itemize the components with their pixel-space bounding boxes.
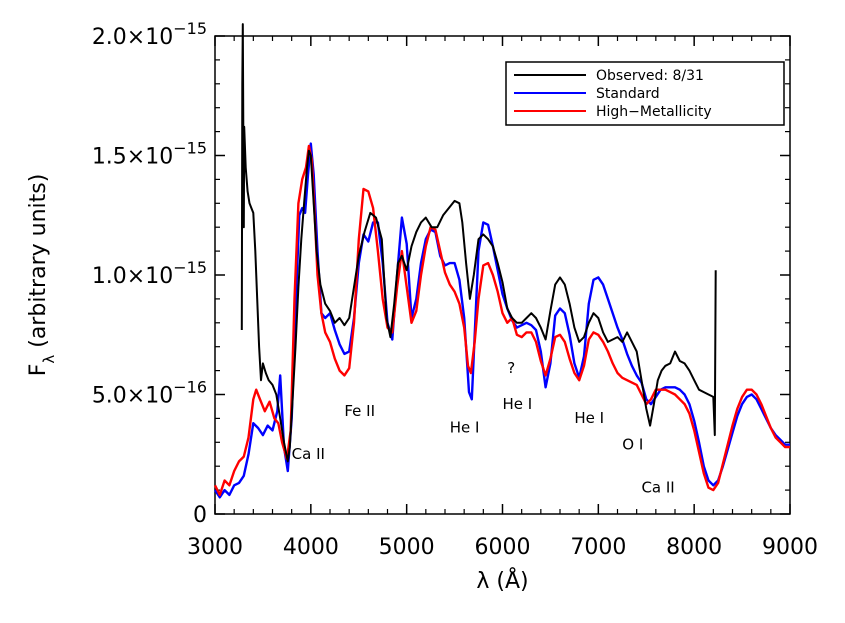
series-line-2 bbox=[213, 144, 790, 497]
annotation-label: Fe II bbox=[344, 402, 375, 420]
annotation-label: Ca II bbox=[641, 478, 674, 496]
annotation-label: He I bbox=[574, 409, 604, 427]
series-line-1 bbox=[214, 142, 790, 499]
x-tick-label: 7000 bbox=[570, 535, 626, 560]
series-line-0 bbox=[240, 23, 717, 463]
x-axis: 3000 4000 5000 6000 7000 8000 9000 bbox=[187, 36, 818, 560]
y-axis-label: Fλ (arbitrary units) bbox=[26, 174, 58, 377]
annotation-label: He I bbox=[450, 419, 480, 437]
annotations: Ca II Fe II He I? He I He I O I Ca II bbox=[292, 359, 675, 497]
x-tick-label: 3000 bbox=[187, 535, 243, 560]
annotation-label: He I bbox=[503, 395, 533, 413]
y-tick-label: 5.0×10−16 bbox=[92, 378, 207, 409]
x-tick-label: 6000 bbox=[475, 535, 531, 560]
annotation-label: Ca II bbox=[292, 445, 325, 463]
x-tick-label: 5000 bbox=[379, 535, 435, 560]
x-axis-label: λ (Å) bbox=[476, 567, 528, 594]
x-tick-label: 8000 bbox=[666, 535, 722, 560]
x-tick-label: 9000 bbox=[762, 535, 818, 560]
y-tick-label: 1.5×10−15 bbox=[92, 139, 207, 170]
y-tick-label: 1.0×10−15 bbox=[92, 258, 207, 289]
legend-label: Observed: 8/31 bbox=[596, 68, 704, 84]
annotation-label: ? bbox=[507, 359, 515, 377]
y-axis: 0 5.0×10−16 1.0×10−15 1.5×10−15 2.0×10−15 bbox=[92, 19, 790, 528]
annotation-label: O I bbox=[622, 435, 643, 453]
series-group bbox=[213, 23, 790, 499]
y-tick-label: 2.0×10−15 bbox=[92, 19, 207, 50]
legend-label: High−Metallicity bbox=[596, 104, 712, 120]
y-tick-label: 0 bbox=[193, 503, 207, 528]
legend-label: Standard bbox=[596, 86, 660, 102]
legend: Observed: 8/31 Standard High−Metallicity bbox=[505, 61, 785, 126]
x-tick-label: 4000 bbox=[283, 535, 339, 560]
